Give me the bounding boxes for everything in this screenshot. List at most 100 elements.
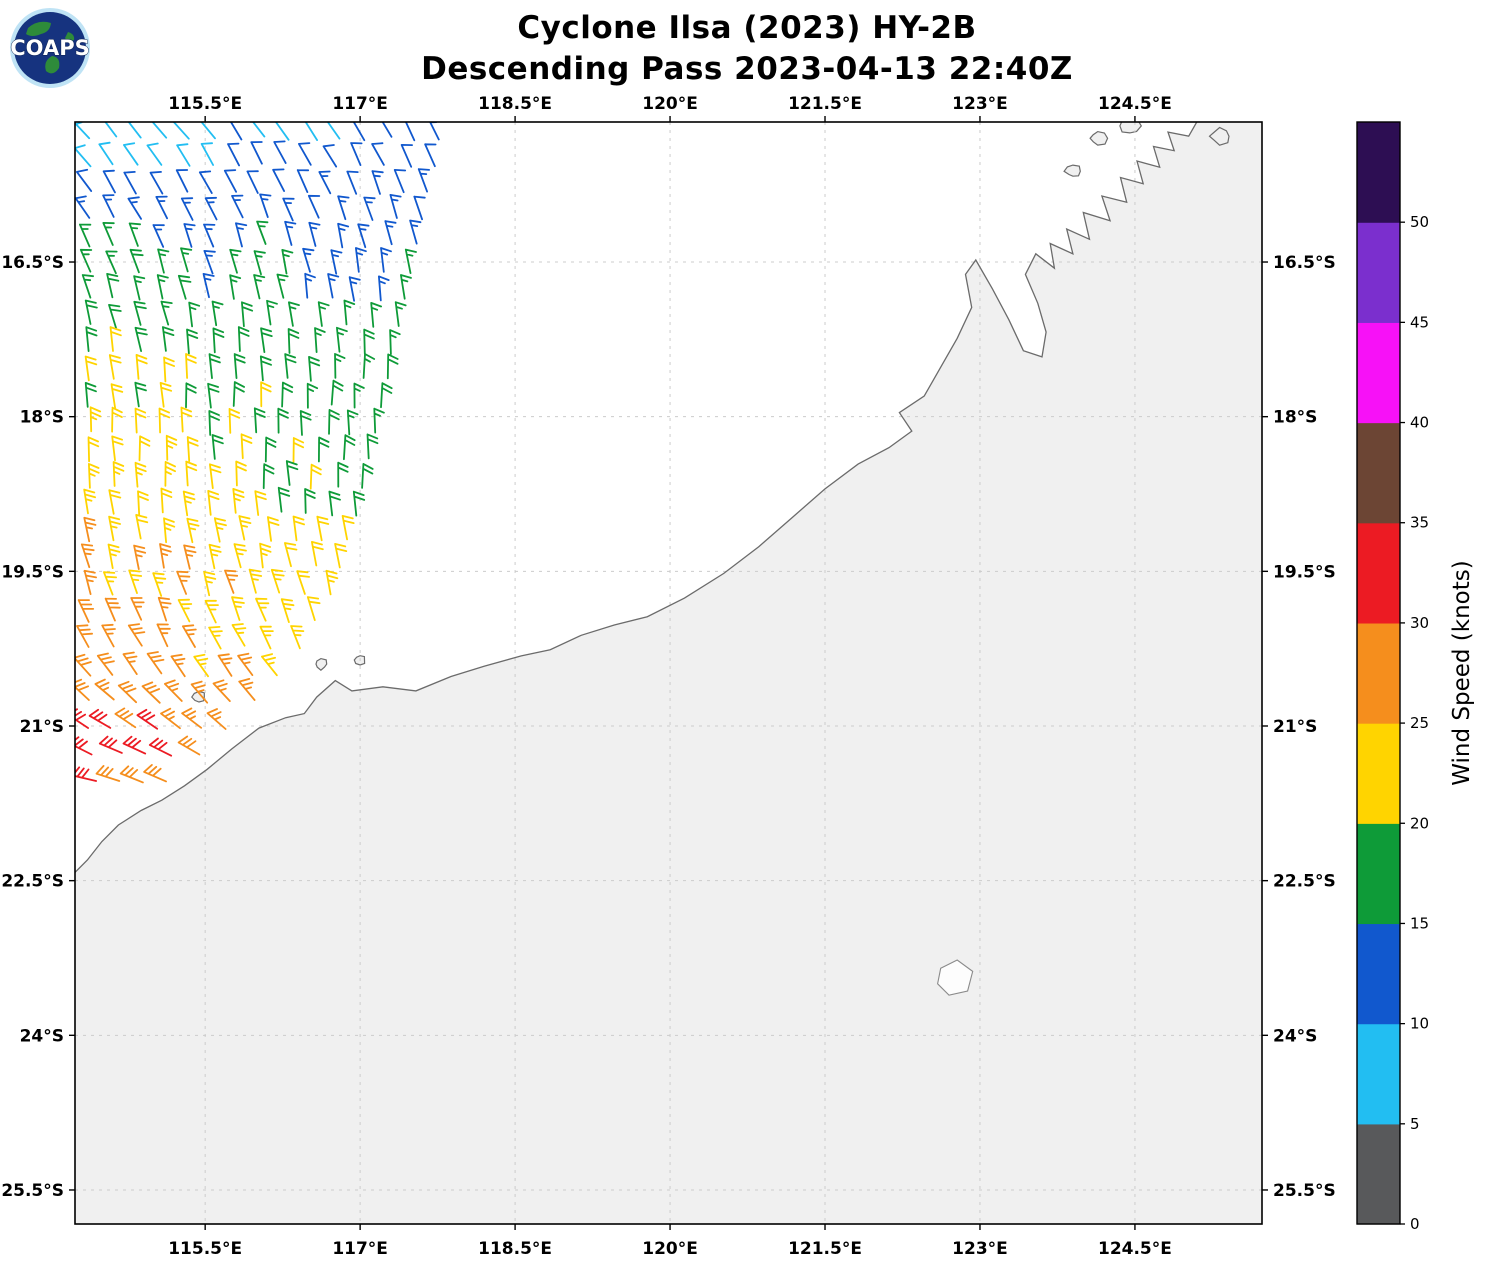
wind-barb — [106, 273, 120, 299]
wind-barb — [211, 300, 224, 327]
wind-barb — [190, 680, 209, 704]
wind-barb — [143, 764, 167, 783]
wind-barb — [238, 678, 256, 701]
wind-barb — [241, 301, 254, 328]
wind-barb — [185, 382, 197, 409]
wind-barb — [352, 122, 366, 142]
wind-barb — [208, 410, 220, 436]
wind-barb — [304, 272, 316, 299]
wind-barb — [233, 543, 247, 569]
wind-barb — [231, 194, 244, 219]
wind-barb — [304, 488, 316, 514]
wind-barb — [146, 142, 163, 166]
wind-barb — [231, 596, 245, 621]
wind-barb — [76, 168, 93, 192]
wind-barb — [102, 222, 115, 246]
wind-barb — [119, 765, 144, 784]
wind-barb — [208, 626, 223, 650]
wind-barb — [322, 144, 338, 168]
wind-barb — [334, 543, 348, 569]
wind-barb — [330, 249, 343, 275]
lon-tick-label-top: 124.5°E — [1098, 94, 1172, 114]
colorbar-segment — [1357, 923, 1400, 1025]
wind-barb — [285, 460, 299, 486]
wind-barb — [348, 276, 361, 302]
lon-tick-label-bottom: 121.5°E — [788, 1239, 862, 1259]
wind-barb — [287, 328, 300, 354]
wind-barb — [133, 544, 147, 570]
wind-barb — [362, 353, 376, 379]
wind-barb — [127, 623, 146, 647]
wind-barb — [203, 223, 216, 248]
lat-tick-label-right: 16.5°S — [1273, 253, 1336, 273]
colorbar-tick-label: 30 — [1410, 614, 1429, 632]
wind-barb — [172, 122, 190, 140]
lat-tick-label-right: 22.5°S — [1273, 872, 1336, 892]
wind-barb — [327, 273, 340, 299]
wind-barb — [122, 735, 147, 755]
lat-tick-label-left: 16.5°S — [1, 253, 64, 273]
wind-barb — [255, 597, 270, 622]
wind-barb — [204, 599, 219, 624]
wind-barb — [306, 596, 321, 621]
wind-barb — [337, 222, 350, 249]
wind-barb — [101, 623, 116, 648]
coaps-logo: COAPS — [10, 8, 90, 88]
wind-barb — [282, 197, 295, 222]
wind-barb — [237, 652, 254, 676]
wind-barb — [352, 490, 366, 517]
wind-barb — [185, 353, 197, 379]
wind-barb — [134, 407, 147, 434]
colorbar-title: Wind Speed (knots) — [1449, 560, 1475, 785]
wind-barb — [152, 224, 165, 248]
wind-barb — [141, 681, 161, 704]
wind-barb — [95, 765, 121, 782]
wind-barb — [409, 219, 422, 245]
wind-barb — [160, 487, 173, 514]
map-area — [75, 122, 1262, 1224]
wind-barb — [182, 490, 196, 517]
wind-barb — [350, 142, 363, 166]
wind-barb — [259, 193, 272, 218]
colorbar-tick-label: 0 — [1410, 1215, 1420, 1233]
wind-barb — [75, 144, 92, 168]
wind-barb — [84, 382, 97, 408]
wind-barb — [259, 355, 272, 382]
wind-barb — [224, 569, 239, 594]
lat-tick-label-right: 19.5°S — [1273, 562, 1336, 582]
wind-barb — [88, 708, 112, 729]
wind-barb — [298, 142, 312, 166]
wind-barb — [75, 678, 90, 701]
wind-barb — [134, 461, 147, 488]
wind-barb — [389, 194, 402, 219]
wind-barb — [353, 382, 365, 409]
wind-barb — [207, 490, 220, 516]
colorbar-segment — [1357, 422, 1400, 524]
wind-barb — [81, 274, 94, 299]
lon-tick-label-bottom: 115.5°E — [168, 1239, 242, 1259]
wind-barb — [337, 461, 349, 488]
wind-barb — [76, 624, 93, 648]
wind-barb — [177, 598, 193, 623]
wind-barb — [259, 625, 274, 650]
wind-barb — [343, 434, 356, 461]
wind-barb — [261, 653, 278, 677]
wind-barb — [208, 543, 222, 570]
wind-barb — [75, 766, 97, 782]
lon-tick-label-top: 120°E — [642, 94, 698, 114]
wind-barb — [158, 407, 171, 434]
island — [1089, 130, 1109, 146]
wind-barb — [84, 355, 98, 382]
island — [191, 690, 205, 703]
wind-barb — [129, 248, 144, 274]
lat-tick-label-left: 24°S — [20, 1026, 64, 1046]
wind-barb — [281, 249, 294, 275]
wind-barb — [373, 407, 385, 434]
island — [1208, 126, 1230, 146]
wind-barb — [288, 301, 300, 327]
colorbar-tick-label: 40 — [1410, 414, 1429, 432]
wind-barb — [75, 195, 91, 219]
wind-barb — [156, 623, 171, 648]
wind-barb — [88, 463, 100, 489]
wind-barb — [299, 410, 312, 436]
